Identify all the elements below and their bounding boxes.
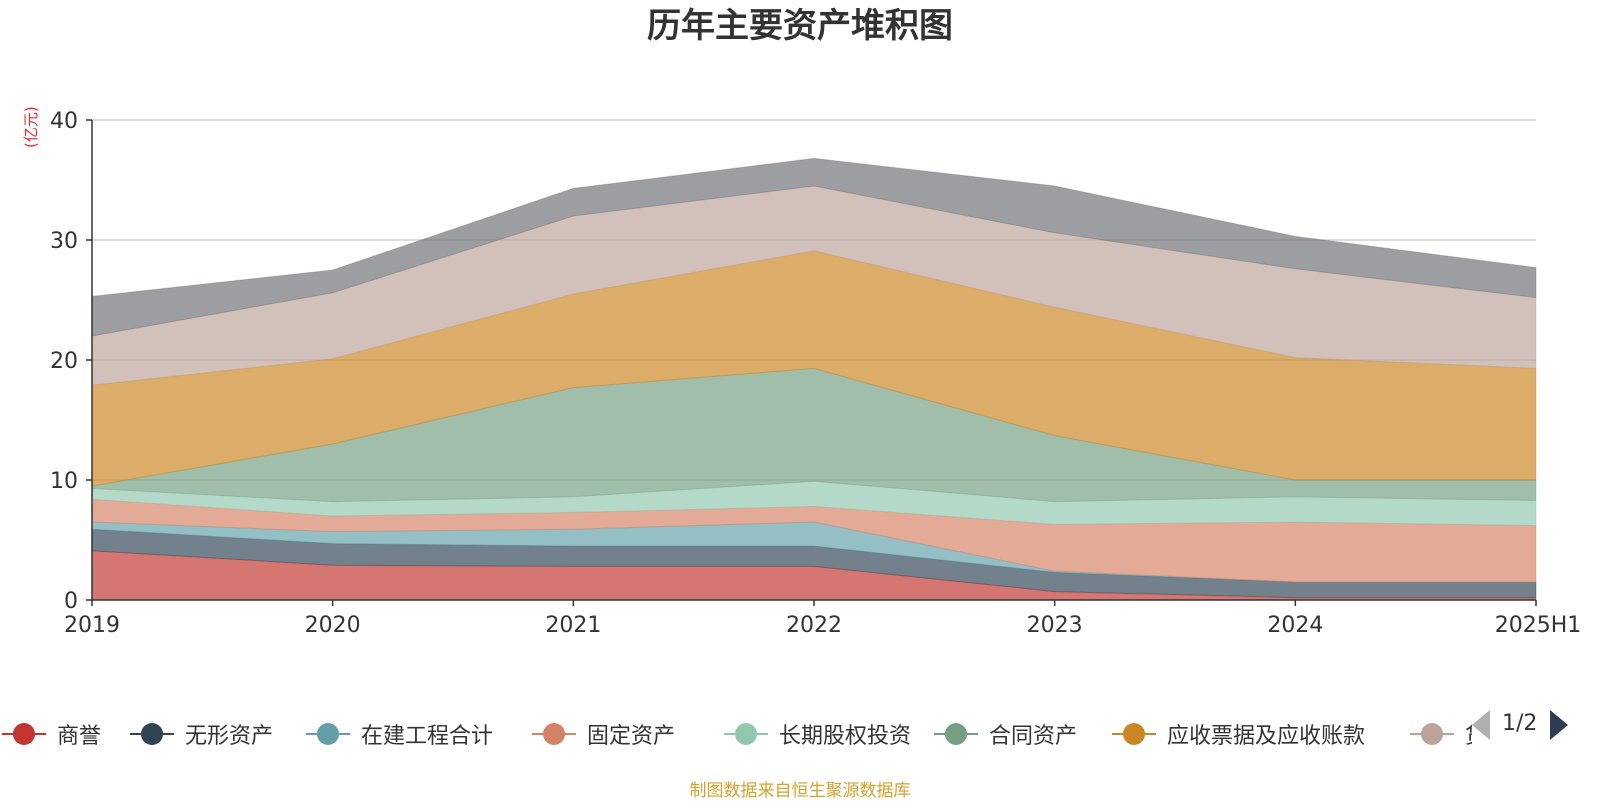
legend-dot [317,723,339,745]
legend-prev-page-icon[interactable] [1472,710,1490,740]
legend-symbol-icon [306,721,350,747]
x-tick-label: 2022 [786,613,842,638]
y-tick-label: 10 [50,469,78,494]
legend-label: 长期股权投资 [779,724,912,749]
legend-label: 固定资产 [587,724,676,749]
legend-dot [945,723,967,745]
x-tick-label: 2025H1 [1495,613,1582,638]
legend-label: 无形资产 [185,724,274,749]
legend-symbol-icon [1410,721,1454,747]
legend-pager: 1/2 [1472,704,1600,748]
x-tick-label: 2021 [545,613,601,638]
legend-item[interactable]: 在建工程合计 [306,712,493,756]
legend-dot [735,723,757,745]
x-tick-label: 2019 [64,613,120,638]
legend-label: 应收票据及应收账款 [1167,724,1366,749]
y-tick-label: 30 [50,229,78,254]
area-series-5 [91,367,1537,503]
legend-item[interactable]: 长期股权投资 [724,712,911,756]
legend-dot [141,723,163,745]
chart-title: 历年主要资产堆积图 [647,6,953,46]
y-tick-label: 40 [50,109,78,134]
legend-label: 在建工程合计 [361,724,494,749]
y-tick-label: 20 [50,349,78,374]
chart-canvas: 0 10 20 30 40 2019 2020 2021 2022 2023 2024 2025H1 [50,109,1582,638]
y-axis-unit-label: (亿元) [22,106,40,148]
x-tick-label: 2023 [1027,613,1083,638]
legend-next-page-icon[interactable] [1550,710,1568,740]
area-series-8 [91,157,1537,337]
area-series-4 [91,480,1537,527]
legend-item[interactable]: 固定资产 [532,712,675,756]
x-tick-label: 2024 [1267,613,1323,638]
legend-item[interactable]: 合同资产 [934,712,1077,756]
x-tick-label: 2020 [305,613,361,638]
legend-item[interactable]: 商誉 [2,712,101,756]
legend-label: 商誉 [57,724,102,749]
legend-symbol-icon [724,721,768,747]
legend-item[interactable]: 应收票据及应收账款 [1112,712,1365,756]
legend-label: 合同资产 [989,724,1078,749]
legend-symbol-icon [532,721,576,747]
legend-page-indicator: 1/2 [1502,711,1538,736]
legend: 商誉无形资产在建工程合计固定资产长期股权投资合同资产应收票据及应收账款货币资金 [0,712,1490,756]
legend-symbol-icon [2,721,46,747]
legend-dot [13,723,35,745]
y-tick-label: 0 [64,589,78,614]
legend-dot [1123,723,1145,745]
legend-dot [1421,723,1443,745]
source-note: 制图数据来自恒生聚源数据库 [689,781,911,801]
legend-symbol-icon [1112,721,1156,747]
legend-item[interactable]: 无形资产 [130,712,273,756]
legend-symbol-icon [130,721,174,747]
legend-symbol-icon [934,721,978,747]
legend-dot [543,723,565,745]
area-series-6 [91,250,1537,487]
